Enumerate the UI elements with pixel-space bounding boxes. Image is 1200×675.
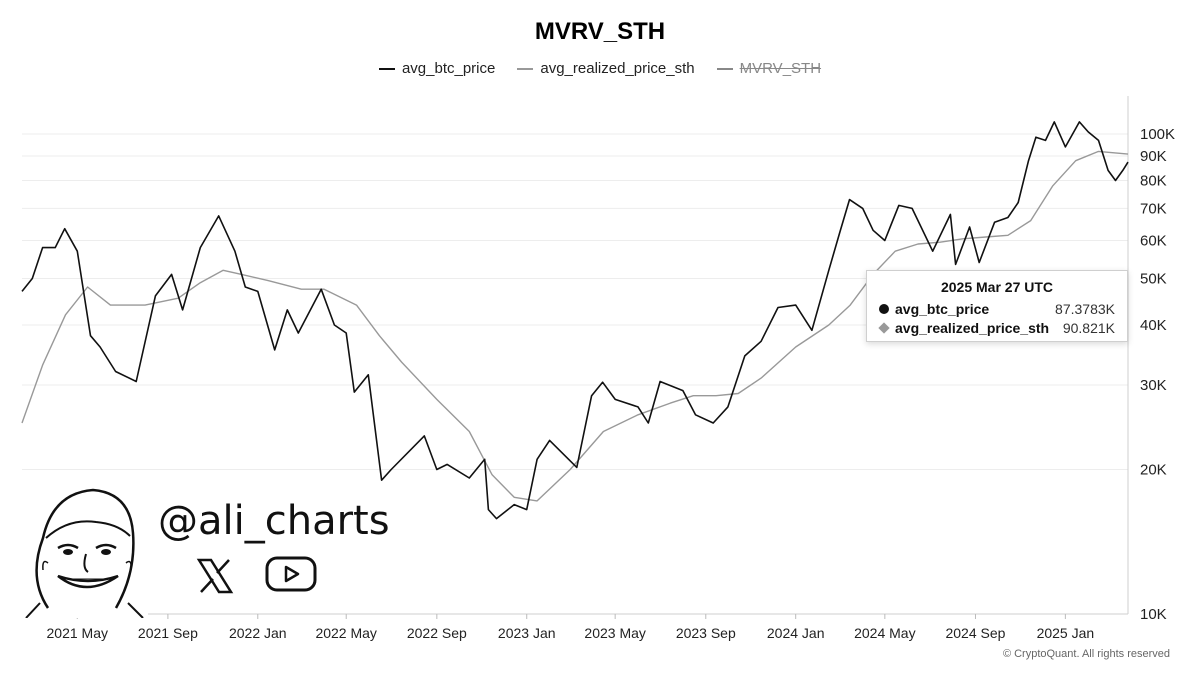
- y-tick-label: 10K: [1140, 606, 1167, 623]
- author-handle: @ali_charts: [158, 498, 390, 544]
- x-tick-label: 2022 Sep: [407, 625, 467, 641]
- tooltip-row-btc: avg_btc_price 87.3783K: [879, 301, 1115, 317]
- y-tick-label: 60K: [1140, 232, 1167, 249]
- x-logo-icon[interactable]: [195, 556, 235, 596]
- legend-label: MVRV_STH: [739, 60, 822, 77]
- y-tick-label: 70K: [1140, 200, 1167, 217]
- y-tick-label: 20K: [1140, 462, 1167, 479]
- x-tick-label: 2023 May: [584, 625, 645, 641]
- x-tick-label: 2025 Jan: [1037, 625, 1095, 641]
- y-tick-label: 90K: [1140, 148, 1167, 165]
- tooltip-date: 2025 Mar 27 UTC: [940, 279, 1054, 295]
- tooltip-series-name: avg_btc_price: [895, 301, 990, 317]
- tooltip-series-name: avg_realized_price_sth: [895, 320, 1050, 336]
- x-tick-label: 2024 Sep: [945, 625, 1005, 641]
- cartoon-face-avatar-icon: [18, 478, 148, 618]
- legend-swatch-gray: [517, 67, 534, 70]
- x-tick-label: 2022 May: [315, 625, 376, 641]
- legend-item-mvrv-sth[interactable]: MVRV_STH: [716, 60, 822, 77]
- hover-tooltip: 2025 Mar 27 UTC avg_btc_price 87.3783K a…: [866, 270, 1128, 342]
- youtube-play-icon[interactable]: [265, 554, 317, 594]
- legend-swatch-black: [378, 67, 395, 70]
- x-tick-label: 2023 Sep: [676, 625, 736, 641]
- copyright-notice: © CryptoQuant. All rights reserved: [1002, 648, 1170, 660]
- legend-item-avg-realized-price-sth[interactable]: avg_realized_price_sth: [517, 60, 695, 77]
- x-tick-label: 2021 May: [47, 625, 108, 641]
- series-line-avg-btc-price[interactable]: [21, 121, 1129, 520]
- series-line-avg-realized-price-sth[interactable]: [21, 150, 1129, 502]
- legend-swatch-gray: [716, 67, 733, 70]
- tooltip-series-value: 90.821K: [1062, 320, 1115, 336]
- x-tick-label: 2021 Sep: [138, 625, 198, 641]
- tooltip-series-value: 87.3783K: [1055, 301, 1115, 317]
- y-tick-label: 80K: [1140, 173, 1167, 190]
- y-axis: 10K 20K 30K 40K 50K 60K 70K 80K 90K 100K: [1127, 96, 1175, 623]
- y-tick-label: 100K: [1140, 126, 1175, 143]
- x-axis: 2021 May 2021 Sep 2022 Jan 2022 May 2022 Sep…: [22, 613, 1128, 641]
- y-tick-label: 40K: [1140, 317, 1167, 334]
- x-tick-label: 2024 Jan: [767, 625, 825, 641]
- legend-label: avg_btc_price: [401, 60, 496, 77]
- x-tick-label: 2022 Jan: [229, 625, 287, 641]
- legend-label: avg_realized_price_sth: [540, 60, 695, 77]
- y-tick-label: 50K: [1140, 270, 1167, 287]
- diamond-marker-icon: [878, 322, 890, 334]
- tooltip-row-realized: avg_realized_price_sth 90.821K: [878, 320, 1115, 336]
- x-tick-label: 2024 May: [854, 625, 915, 641]
- chart-legend: avg_btc_price avg_realized_price_sth MVR…: [0, 60, 1200, 77]
- x-tick-label: 2023 Jan: [498, 625, 556, 641]
- chart-title: MVRV_STH: [534, 18, 666, 45]
- legend-item-avg-btc-price[interactable]: avg_btc_price: [378, 60, 496, 77]
- circle-marker-icon: [879, 304, 889, 314]
- y-tick-label: 30K: [1140, 377, 1167, 394]
- series-group: [21, 121, 1129, 520]
